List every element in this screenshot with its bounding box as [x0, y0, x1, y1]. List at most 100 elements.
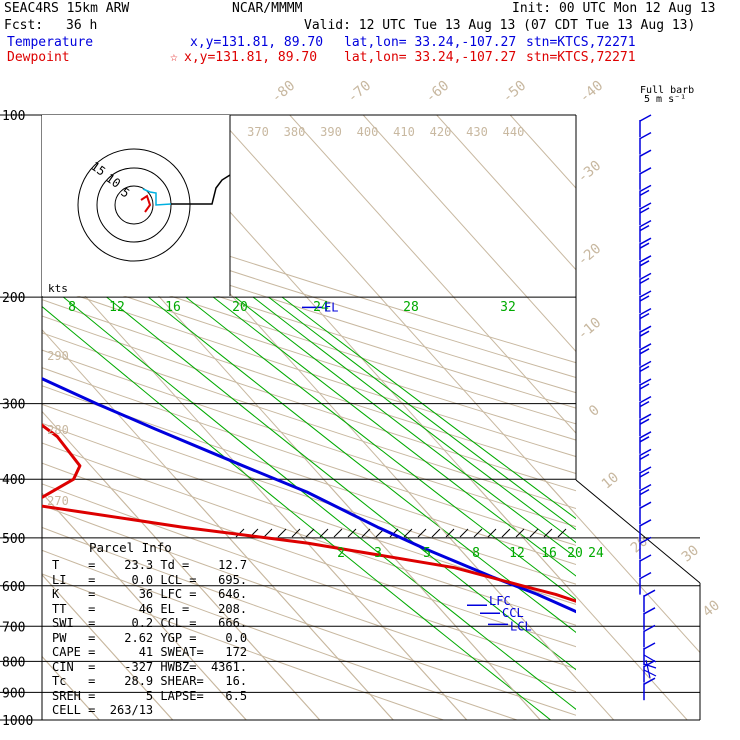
parcel-row: LI = 0.0 LCL = 695. — [52, 572, 248, 587]
isotherm-line — [142, 480, 688, 720]
marker-ccl: CCL — [502, 606, 524, 620]
dry-adiabat-line — [42, 367, 576, 546]
isotherm-line — [509, 115, 576, 189]
parcel-row: T = 23.3 Td = 12.7 — [52, 558, 248, 572]
dry-adiabat-line — [42, 222, 576, 394]
dry-adiabat-line — [42, 403, 576, 585]
dry-adiabat-line — [42, 549, 519, 720]
dry-adiabat-line — [42, 315, 576, 492]
hatch-mark — [347, 528, 357, 538]
hodograph-background — [42, 115, 230, 296]
pressure-label: 100 — [2, 109, 25, 124]
temperature-line — [42, 377, 576, 614]
dry-adiabat-line — [42, 442, 576, 626]
wind-barb-flag — [639, 167, 652, 175]
wind-barb-flag — [639, 307, 652, 316]
theta-label: 390 — [320, 125, 342, 139]
parcel-title: Parcel Info — [89, 540, 172, 555]
hatch-mark — [333, 528, 343, 538]
isotherm-line — [215, 115, 576, 516]
mixing-ratio-line — [212, 296, 576, 577]
mixing-ratio-label: 20 — [232, 300, 248, 315]
temp-latlon: lat,lon= 33.24,-107.27 — [344, 35, 517, 50]
pressure-label: 300 — [2, 398, 25, 413]
wind-barb-flag — [639, 383, 650, 390]
isotherm-label: -50 — [500, 78, 530, 107]
legend-dewpoint: Dewpoint — [7, 50, 70, 65]
hatch-mark — [417, 528, 427, 538]
dry-adiabat-line — [42, 526, 576, 716]
isotherm-line — [142, 115, 576, 598]
mixing-ratio-label: 3 — [374, 546, 382, 561]
mixing-ratio-line — [268, 296, 576, 531]
wind-barb-flag — [639, 554, 652, 562]
mixing-ratio-label: 8 — [472, 546, 480, 561]
wind-barb-flag — [639, 453, 650, 461]
wind-barb-flag — [639, 242, 650, 249]
theta-label: 370 — [247, 125, 269, 139]
wind-barb-flag — [639, 436, 650, 443]
pressure-label: 900 — [2, 686, 25, 701]
wind-barb-flag — [643, 677, 656, 685]
pressure-label: 700 — [2, 620, 25, 635]
pressure-label: 500 — [2, 532, 25, 547]
init-time: Init: 00 UTC Mon 12 Aug 13 — [512, 1, 716, 16]
dewpoint-line — [42, 423, 576, 603]
isotherm-line — [42, 480, 174, 720]
pressure-label: 800 — [2, 655, 25, 670]
wind-barb-flag — [639, 348, 650, 355]
mixing-ratio-label: 8 — [68, 300, 76, 315]
dry-adiabat-line — [42, 573, 446, 720]
fcst-label: Fcst: — [4, 18, 44, 33]
dew-xy: x,y=131.81, 89.70 — [184, 50, 318, 65]
parcel-row: PW = 2.62 YGP = 0.0 — [52, 630, 248, 645]
wind-barb-flag — [643, 624, 656, 633]
mixing-ratio-line — [281, 296, 576, 520]
isotherm-label: -30 — [575, 158, 605, 187]
dew-latlon: lat,lon= 33.24,-107.27 — [344, 50, 517, 65]
hatch-mark — [305, 528, 315, 538]
mixing-ratio-label: 24 — [588, 546, 604, 561]
mixing-ratio-label: 16 — [165, 300, 181, 315]
wind-barb-flag — [639, 360, 652, 369]
wind-barb-flag — [643, 589, 656, 597]
hodograph-ring — [114, 185, 154, 225]
dry-adiabat-line — [42, 252, 576, 425]
wind-barb-flag — [639, 343, 652, 351]
wind-barb-flag — [639, 413, 652, 421]
hatch-mark — [291, 528, 301, 538]
isotherm-line — [42, 480, 247, 720]
parcel-row: SREH = 5 LAPSE= 6.5 — [52, 688, 248, 703]
isotherm-label: -20 — [575, 241, 605, 270]
wind-barb-flag — [643, 642, 656, 650]
wind-barb-flag — [639, 255, 652, 263]
isotherm-line — [68, 480, 615, 720]
wind-barb-flag — [639, 519, 652, 527]
hatch-mark — [445, 528, 455, 538]
wind-barb-flag — [639, 501, 652, 509]
dry-adiabat-line — [42, 208, 576, 379]
pressure-label: 1000 — [2, 714, 33, 729]
wind-barb-flag — [639, 571, 652, 580]
pressure-label: 400 — [2, 473, 25, 488]
wind-barb-flag — [639, 483, 652, 492]
mixing-ratio-line — [252, 296, 576, 544]
mixing-ratio-label: 12 — [109, 300, 125, 315]
pressure-label: 200 — [2, 291, 25, 306]
dry-adiabat-line — [42, 462, 576, 648]
isotherm-line — [289, 115, 576, 434]
marker-el: EL — [324, 300, 338, 314]
mixing-ratio-label: 28 — [403, 300, 419, 315]
hodograph-ring — [96, 167, 172, 243]
wind-barb-flag — [639, 431, 652, 439]
hodograph-ring-label: 15 — [88, 159, 108, 179]
dewpoint-star-icon: ☆ — [170, 50, 178, 65]
wind-barb-calm — [643, 654, 657, 679]
hatch-mark — [319, 528, 329, 538]
hatch-mark — [557, 528, 567, 538]
isotherm-label: -80 — [269, 78, 299, 107]
hodograph-units: kts — [48, 282, 68, 295]
hodograph-ring — [77, 148, 191, 262]
isotherm-label: -60 — [423, 78, 453, 107]
